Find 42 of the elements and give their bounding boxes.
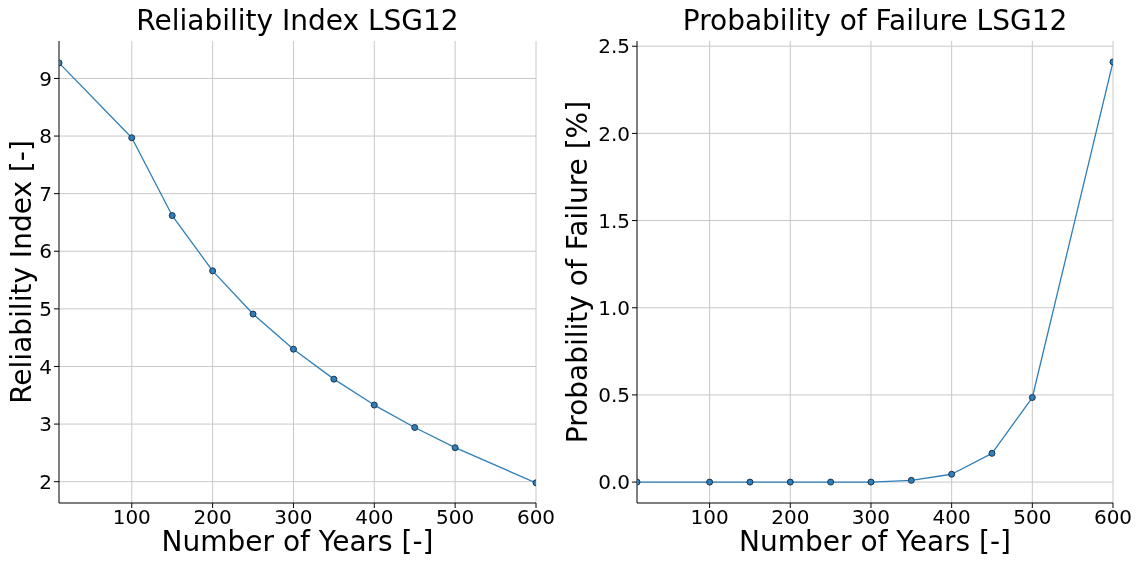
point (706, 478, 714, 486)
x-tick-label: 100 (690, 505, 729, 530)
y-tick-label: 0.0 (598, 470, 630, 495)
point (907, 476, 915, 484)
x-tick-label: 600 (516, 505, 556, 530)
point (289, 345, 297, 353)
y-tick-label: 2.5 (598, 34, 630, 59)
x-tick-label: 500 (436, 505, 475, 530)
chart-title: Probability of Failure LSG12 (681, 4, 1069, 37)
y-tick-label: 2 (39, 469, 52, 494)
y-tick-label: 8 (39, 124, 52, 149)
point (988, 449, 996, 457)
y-tick-label: 1.0 (598, 295, 630, 320)
x-tick-label: 100 (112, 505, 151, 530)
point (209, 267, 217, 275)
point (827, 478, 835, 486)
point (168, 212, 176, 220)
point (746, 478, 754, 486)
chart-title: Reliability Index LSG12 (135, 4, 460, 37)
point (451, 444, 459, 452)
y-tick-label: 0.5 (598, 383, 630, 408)
y-tick-label: 2.0 (598, 121, 630, 146)
point (948, 470, 956, 478)
x-tick-label: 500 (1013, 505, 1052, 530)
point (1028, 394, 1036, 402)
y-axis-title: Reliability Index [-] (5, 139, 38, 406)
y-tick-label: 4 (39, 354, 52, 379)
point (411, 424, 419, 432)
point (330, 375, 338, 383)
y-tick-label: 5 (39, 296, 52, 321)
y-tick-label: 6 (39, 239, 52, 264)
point (867, 478, 875, 486)
point (786, 478, 794, 486)
y-tick-label: 3 (39, 412, 52, 437)
y-tick-label: 9 (39, 66, 52, 91)
y-axis-title: Probability of Failure [%] (561, 99, 594, 446)
y-tick-label: 7 (39, 181, 52, 206)
point (128, 134, 136, 142)
point (249, 310, 257, 318)
x-tick-label: 600 (1093, 505, 1133, 530)
y-tick-label: 1.5 (598, 208, 630, 233)
point (370, 401, 378, 409)
